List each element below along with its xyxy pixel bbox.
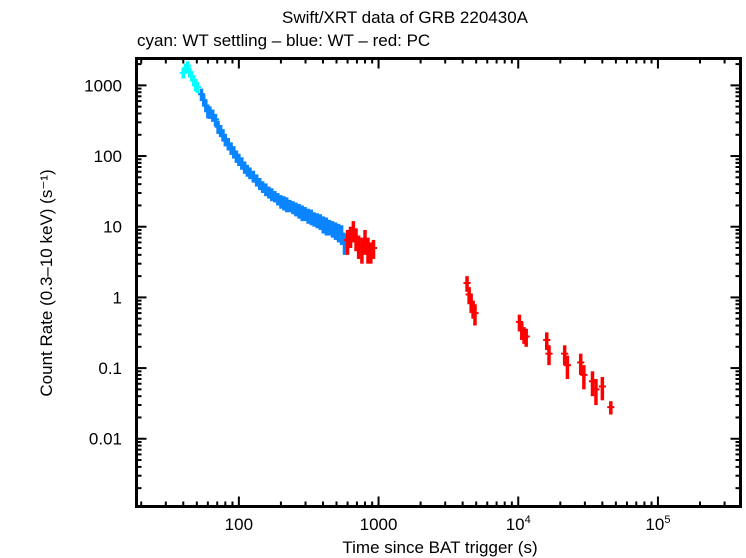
data-point — [471, 304, 479, 326]
data-point — [563, 355, 572, 380]
data-point — [577, 353, 585, 375]
x-tick-label: 105 — [645, 514, 670, 534]
data-point — [592, 379, 600, 406]
chart-title: Swift/XRT data of GRB 220430A — [282, 8, 529, 27]
y-axis-label: Count Rate (0.3–10 keV) (s⁻¹) — [37, 169, 56, 396]
y-tick-label: 0.01 — [89, 430, 122, 449]
series-wt — [197, 88, 349, 255]
y-tick-label: 10 — [103, 218, 122, 237]
x-tick-labels: 100 1000 104 105 — [225, 514, 671, 534]
data-point — [211, 113, 220, 127]
data-point — [543, 332, 551, 351]
data-point — [561, 345, 569, 366]
y-tick-labels: 1000 100 10 1 0.1 0.01 — [84, 76, 122, 448]
data-point — [184, 61, 192, 71]
x-axis-label: Time since BAT trigger (s) — [342, 538, 537, 557]
data-point — [522, 328, 530, 347]
plot-frame — [135, 57, 742, 508]
data-point — [193, 81, 202, 93]
axis-ticks — [136, 58, 741, 507]
x-tick-label: 1000 — [360, 515, 398, 534]
data-point — [598, 376, 606, 401]
data-point — [580, 365, 588, 390]
data-point — [463, 276, 471, 292]
data-point — [545, 345, 553, 366]
data-point — [190, 75, 198, 86]
y-tick-label: 1 — [113, 288, 122, 307]
data-point — [607, 401, 615, 415]
x-tick-label: 104 — [506, 514, 531, 534]
y-tick-label: 100 — [94, 147, 122, 166]
x-tick-label: 100 — [225, 515, 253, 534]
y-tick-label: 1000 — [84, 76, 122, 95]
series-wt-settling — [179, 61, 202, 93]
series-pc — [343, 221, 615, 415]
chart-subtitle: cyan: WT settling – blue: WT – red: PC — [137, 31, 430, 50]
data-point — [197, 88, 206, 102]
data-point — [369, 239, 378, 259]
data-layer — [179, 61, 615, 415]
y-tick-label: 0.1 — [98, 359, 122, 378]
